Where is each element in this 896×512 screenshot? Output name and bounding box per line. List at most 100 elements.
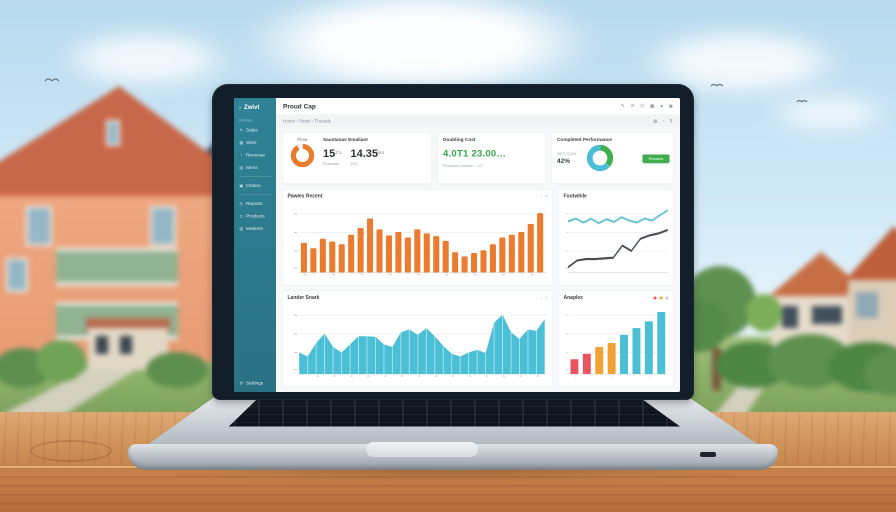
small-tree	[746, 294, 782, 332]
kpi-card-enrolment: Flour Saustanav Emaliant 152:1 Finances	[282, 132, 432, 184]
kpi-small-label: GET-COM	[557, 151, 576, 157]
panel-title: Footwhile	[563, 193, 587, 200]
breadcrumb[interactable]: Home › Panel › Threads	[283, 118, 331, 124]
profile-icon[interactable]: ◉	[668, 103, 673, 110]
target-icon: ◎	[239, 201, 243, 207]
sidebar-divider	[238, 176, 272, 177]
breadcrumb-bar: Home › Panel › Threads ▦ ◔ ⇅	[276, 115, 680, 127]
sidebar-item-settings[interactable]: ⚙ Settings	[234, 377, 276, 392]
panel-revenue: Pawles Recent – ▫ ≡	[282, 189, 553, 286]
sidebar-item-markets[interactable]: ▥ Markets	[234, 223, 276, 236]
sidebar-item-products[interactable]: ◻ Products	[234, 210, 276, 223]
refresh-icon[interactable]: ⟳	[630, 103, 635, 110]
bush	[146, 352, 208, 388]
panel-action-icon[interactable]: ▫	[540, 194, 543, 199]
sidebar-section-label: MENU	[239, 118, 253, 123]
laptop-screen: ⌂ Zwivt MENU ✎ Sales ▦ Sites ◔ Revenue ▤ Items ▣…	[234, 98, 680, 392]
growth-bar-chart	[564, 303, 669, 384]
resume-button[interactable]: Resume	[642, 154, 670, 163]
cloud	[766, 92, 892, 134]
window	[26, 206, 52, 246]
chart-icon: ▥	[239, 226, 244, 232]
legend-dot-icon[interactable]	[659, 296, 663, 300]
kpi-value: 4.0T1 23.00…	[443, 148, 507, 160]
sidebar-item-reports[interactable]: ◎ Reports	[234, 198, 276, 211]
panel-action-icon[interactable]: ▫	[540, 295, 543, 301]
panel-trend: Footwhile	[558, 189, 674, 286]
history-icon[interactable]: ◔	[662, 118, 665, 124]
laptop-trackpad-notch[interactable]	[366, 442, 478, 457]
balcony	[56, 248, 178, 286]
apps-icon[interactable]: ▣	[649, 103, 655, 110]
metric-label: Y/A	[350, 161, 357, 167]
metric-value: 15	[323, 147, 336, 160]
grid-view-icon[interactable]: ▦	[653, 118, 658, 124]
cloud	[240, 0, 600, 98]
sidebar-item-label: Orders	[246, 183, 261, 189]
panel-action-icon[interactable]: ≡	[545, 295, 548, 301]
chart-row-2: Lander Snark – ▫ ≡ Anaplex	[282, 290, 674, 387]
panel-action-icon[interactable]: ≡	[545, 194, 548, 199]
laptop-keyboard[interactable]	[228, 399, 680, 427]
metric-value: 14.35	[350, 147, 379, 160]
page-title: Proud Cap	[283, 102, 316, 111]
house-roof	[838, 226, 896, 288]
sidebar-item-label: Revenue	[246, 152, 266, 159]
kpi-heading: Completed Performance	[557, 137, 612, 143]
dashboard-content: Flour Saustanav Emaliant 152:1 Finances	[276, 127, 680, 392]
sidebar-item-label: Reports	[246, 201, 263, 207]
sidebar-divider	[238, 194, 272, 195]
desk-front	[0, 468, 896, 512]
revenue-bar-chart	[288, 201, 548, 282]
notifications-icon[interactable]: ✆	[640, 103, 645, 110]
sidebar-item-label: Sites	[246, 140, 257, 146]
brand[interactable]: ⌂ Zwivt	[234, 98, 276, 115]
brand-label: Zwivt	[244, 103, 260, 111]
sidebar: ⌂ Zwivt MENU ✎ Sales ▦ Sites ◔ Revenue ▤ Items ▣…	[234, 98, 276, 392]
home-icon: ⌂	[238, 104, 242, 110]
legend-dot-icon[interactable]	[653, 296, 657, 300]
panel-action-icon[interactable]: –	[535, 295, 538, 301]
kpi-value: 42%	[557, 157, 571, 165]
kpi-card-performance: Completed Performance GET-COM 42% Resume	[551, 132, 674, 184]
panel-title: Anaplex	[563, 295, 583, 301]
metric-suffix: 2:1	[335, 149, 342, 155]
laptop-port	[700, 452, 716, 457]
window	[856, 292, 878, 318]
layers-icon: ▤	[239, 165, 244, 171]
panel-traffic: Lander Snark – ▫ ≡	[282, 290, 553, 387]
main-area: Proud Cap ✎ ⟳ ✆ ▣ ● ◉ Home › Panel › Threads …	[276, 98, 680, 392]
trend-line-chart	[564, 201, 669, 282]
clock-icon: ◔	[240, 153, 243, 158]
sidebar-item-revenue[interactable]: ◔ Revenue	[234, 149, 276, 162]
box-icon: ▣	[239, 183, 244, 189]
legend-dot-icon[interactable]	[665, 296, 669, 300]
sidebar-nav: ✎ Sales ▦ Sites ◔ Revenue ▤ Items ▣ Orders ◎ Report…	[234, 124, 276, 235]
metric-label: Finances	[323, 161, 340, 167]
status-dot-icon[interactable]: ●	[660, 103, 664, 110]
panel-actions: – ▫ ≡	[536, 194, 548, 199]
kpi-metric: 152:1 Finances	[323, 147, 342, 166]
sidebar-item-sites[interactable]: ▦ Sites	[234, 137, 276, 150]
bird-icon	[796, 99, 808, 103]
panel-action-icon[interactable]: –	[535, 194, 538, 199]
panel-actions	[653, 296, 669, 300]
window	[96, 336, 108, 354]
sidebar-item-orders[interactable]: ▣ Orders	[234, 180, 276, 193]
edit-icon[interactable]: ✎	[620, 103, 625, 110]
kpi-heading: Doubling Cost	[443, 137, 476, 143]
gable-window	[106, 120, 120, 146]
window	[150, 206, 176, 246]
sort-icon[interactable]: ⇅	[669, 118, 673, 124]
sidebar-item-sales[interactable]: ✎ Sales	[234, 124, 276, 137]
dashboard: ⌂ Zwivt MENU ✎ Sales ▦ Sites ◔ Revenue ▤ Items ▣…	[234, 98, 680, 392]
bush	[36, 340, 86, 382]
window	[6, 258, 28, 292]
window	[812, 306, 842, 324]
sidebar-item-label: Items	[246, 165, 258, 171]
sidebar-item-items[interactable]: ▤ Items	[234, 162, 276, 175]
chart-row-1: Pawles Recent – ▫ ≡ Footwhile	[282, 189, 674, 286]
panel-growth: Anaplex	[558, 290, 674, 387]
panel-title: Lander Snark	[287, 295, 320, 301]
